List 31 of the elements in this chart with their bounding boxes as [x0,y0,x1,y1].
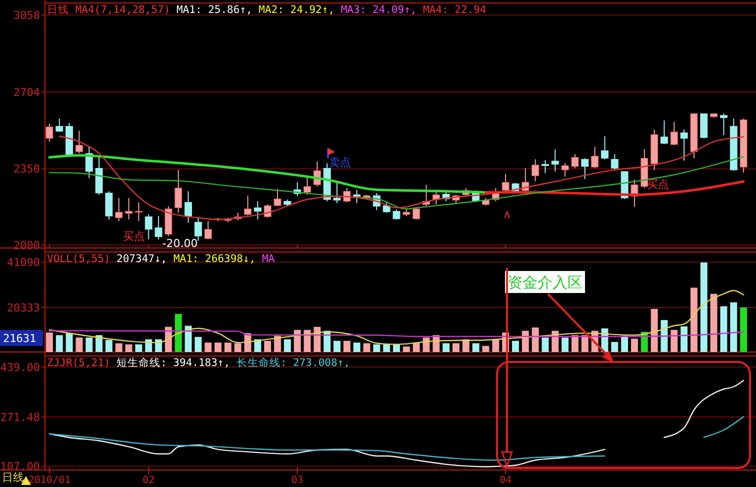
y-tick-label: 271.48 [0,410,40,424]
annotation: 卖点 [329,156,351,169]
annotation: MA2: 24.92↑, [252,4,335,16]
annotation: 长生命线: 273.008↑, [230,356,350,369]
y-tick-label: 439.00 [0,360,40,374]
x-tick-label: 2010/01 [28,475,71,486]
annotation: 207347↓, [110,253,168,265]
annotation: 短生命线: 394.183↑, [110,356,230,369]
chart-title: ZJJR(5,21) [47,357,110,369]
chart-title: 日线 MA4(7,14,28,57) [47,3,170,16]
x-tick-label: 03 [291,475,304,486]
annotation: MA [256,253,276,265]
annotation: MA4: 22.94 [416,4,486,16]
annotation: MA1: 266398↓, [167,253,256,265]
y-tick-label: 41090 [6,256,40,269]
y-tick-label: 20333 [6,301,40,314]
text: 日线 [2,471,24,484]
y-tick-label: 2704 [14,86,40,99]
annotation: ∧ [502,208,512,221]
y-tick-label: 107.00 [0,460,40,473]
y-tick-label: 3058 [14,8,40,22]
annotation: MA1: 25.86↑, [170,4,252,16]
text: 21631 [3,332,36,345]
x-tick-label: 04 [500,475,512,486]
annotation: -20.00 [162,236,198,250]
x-tick-label: 02 [142,475,155,486]
chart-title: VOLL(5,55) [47,253,110,265]
y-tick-label: 2350 [14,162,40,176]
annotation: 买点 [647,178,669,191]
annotation: 买点 [123,230,145,243]
annotation: MA3: 24.09↑, [334,4,417,16]
